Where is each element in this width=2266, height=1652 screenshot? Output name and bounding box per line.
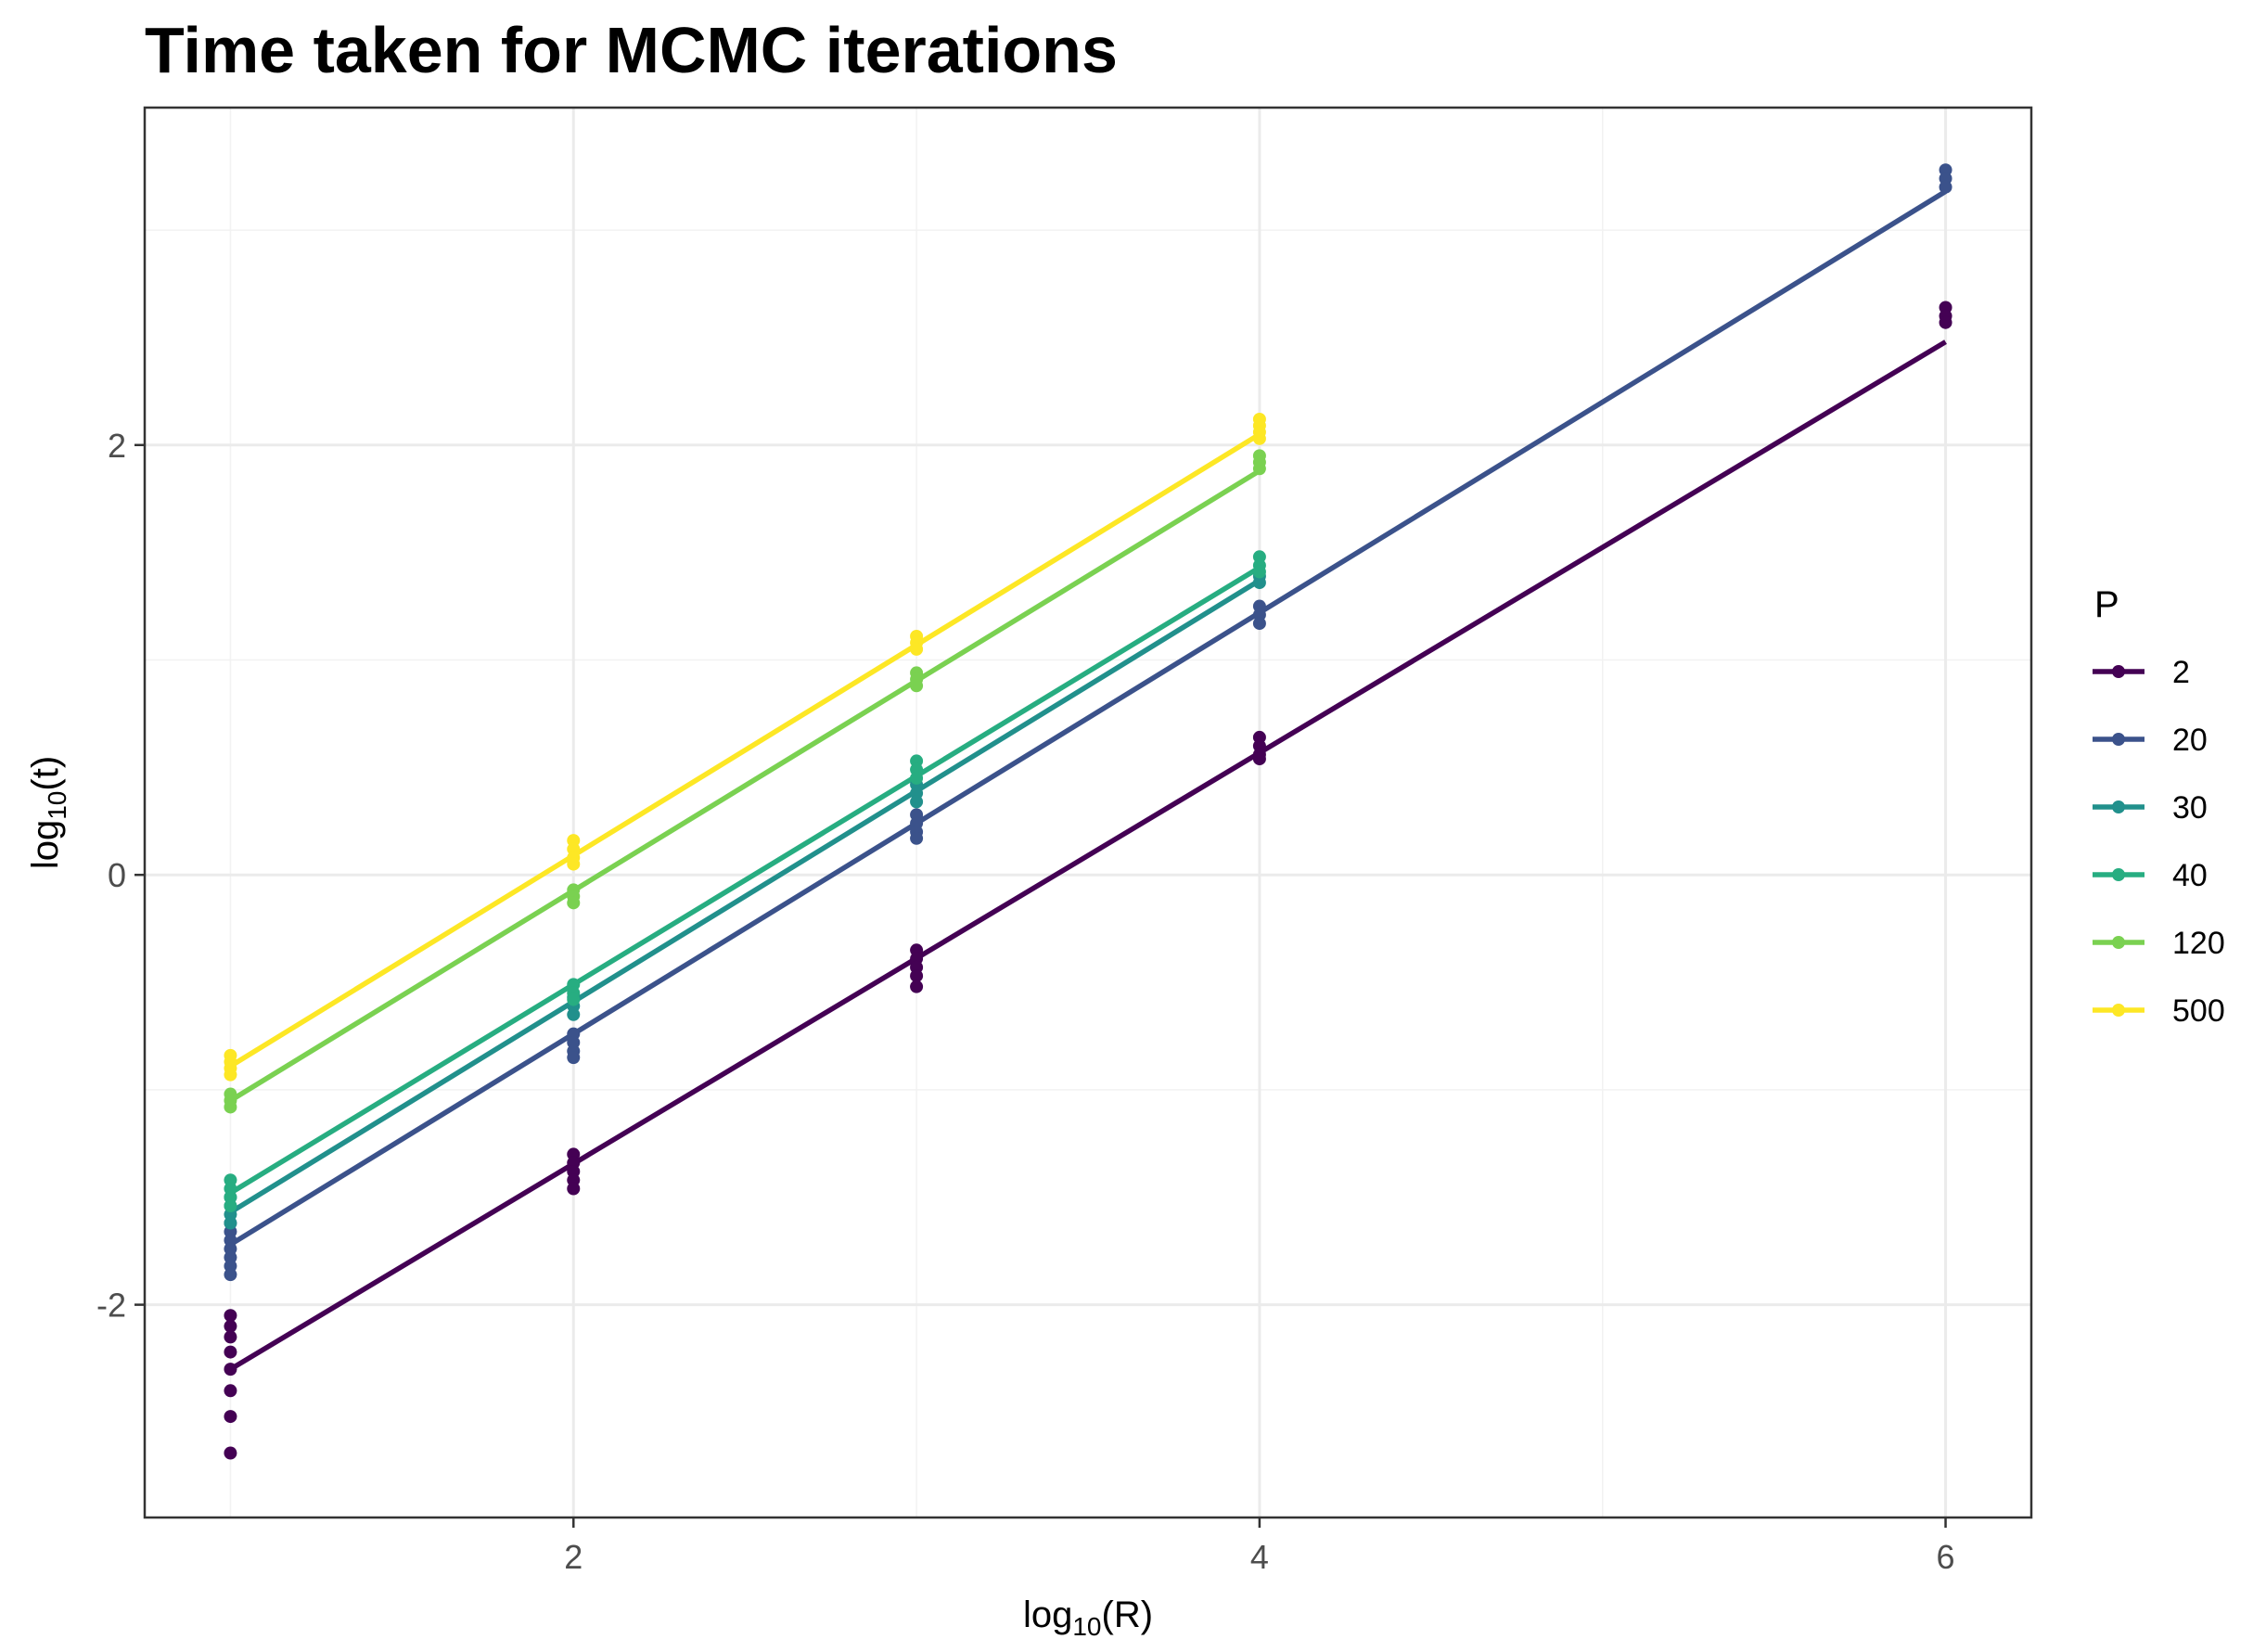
- legend-item-p2: 2: [2093, 655, 2190, 690]
- legend-key-point: [2112, 936, 2125, 949]
- data-point: [224, 1068, 237, 1082]
- data-point: [224, 1410, 237, 1424]
- data-point: [567, 857, 581, 871]
- data-point: [224, 1216, 237, 1230]
- x-axis-title-subscript: 10: [1072, 1612, 1101, 1641]
- fit-line-p40: [229, 565, 1261, 1196]
- data-point: [224, 1446, 237, 1460]
- data-point: [910, 980, 924, 993]
- data-point: [224, 1345, 237, 1359]
- data-point: [910, 771, 924, 785]
- series-points-p120: [224, 449, 1266, 1114]
- data-point: [224, 1363, 237, 1377]
- data-point: [567, 1182, 581, 1196]
- data-point: [567, 1051, 581, 1065]
- y-tick-label: 2: [108, 427, 126, 465]
- fit-line-p120: [229, 468, 1261, 1103]
- legend-item-p120: 120: [2093, 926, 2225, 961]
- legend-title: P: [2094, 584, 2119, 625]
- data-point: [1252, 462, 1266, 476]
- fit-line-p2: [229, 339, 1947, 1372]
- data-point: [224, 1100, 237, 1114]
- series-points-p2: [224, 301, 1952, 1460]
- chart-title: Time taken for MCMC iterations: [145, 14, 1118, 86]
- data-point: [567, 992, 581, 1006]
- data-point: [910, 679, 924, 693]
- data-point: [1252, 576, 1266, 590]
- y-axis-title-subscript: 10: [43, 791, 71, 820]
- legend-label: 500: [2172, 993, 2225, 1029]
- legend-item-p40: 40: [2093, 858, 2208, 893]
- x-tick-label: 6: [1937, 1538, 1955, 1576]
- minor-gridlines: [145, 108, 2031, 1518]
- legend-key-point: [2112, 1004, 2125, 1017]
- x-axis: 2 4 6: [564, 1518, 1955, 1576]
- fit-line-p20: [229, 189, 1947, 1248]
- legend-key-point: [2112, 665, 2125, 678]
- data-point: [910, 795, 924, 809]
- legend-items: 2 20 30 40 120 500: [2093, 655, 2225, 1029]
- legend-label: 40: [2172, 858, 2208, 893]
- y-tick-label: 0: [108, 856, 126, 894]
- legend-item-p20: 20: [2093, 723, 2208, 758]
- data-point: [1939, 180, 1952, 194]
- x-axis-title-argument: (R): [1102, 1594, 1154, 1635]
- legend-label: 20: [2172, 723, 2208, 758]
- data-point: [224, 1309, 237, 1323]
- x-axis-title: log10(R): [1023, 1594, 1153, 1641]
- x-axis-title-base: log: [1023, 1594, 1072, 1635]
- legend-key-point: [2112, 868, 2125, 881]
- data-point: [224, 1199, 237, 1213]
- data-point: [1252, 431, 1266, 445]
- series-points-p40: [224, 550, 1266, 1213]
- data-point: [567, 1007, 581, 1021]
- legend-key-point: [2112, 733, 2125, 746]
- data-point: [1252, 752, 1266, 766]
- legend-label: 120: [2172, 926, 2225, 961]
- y-axis-title: log10(t): [25, 756, 71, 869]
- data-point: [910, 831, 924, 845]
- data-point: [1252, 617, 1266, 631]
- legend-label: 2: [2172, 655, 2190, 690]
- data-point: [224, 1319, 237, 1333]
- data-point: [224, 1330, 237, 1344]
- x-tick-label: 2: [564, 1538, 583, 1576]
- legend-key-point: [2112, 800, 2125, 813]
- fit-line-p500: [229, 431, 1261, 1069]
- plot-panel-border: [143, 106, 2033, 1519]
- plot-panel-background: [145, 108, 2031, 1518]
- y-tick-label: -2: [96, 1287, 126, 1325]
- fit-lines: [229, 189, 1947, 1372]
- data-point: [224, 1268, 237, 1282]
- data-point: [224, 1384, 237, 1398]
- data-point: [567, 896, 581, 910]
- data-point: [910, 642, 924, 656]
- legend-item-p30: 30: [2093, 790, 2208, 826]
- y-axis-title-base: log: [25, 820, 66, 869]
- fit-line-p30: [229, 578, 1261, 1215]
- y-axis: -2 0 2: [96, 427, 145, 1325]
- data-points: [224, 163, 1952, 1460]
- major-gridlines: [145, 108, 2031, 1518]
- data-point: [1252, 565, 1266, 579]
- series-points-p500: [224, 412, 1266, 1082]
- y-axis-title-argument: (t): [25, 756, 66, 791]
- legend-item-p500: 500: [2093, 993, 2225, 1029]
- data-point: [1939, 315, 1952, 329]
- legend-label: 30: [2172, 790, 2208, 826]
- legend: P 2 20 30 40 120 500: [2093, 584, 2225, 1029]
- data-point: [910, 969, 924, 983]
- x-tick-label: 4: [1250, 1538, 1269, 1576]
